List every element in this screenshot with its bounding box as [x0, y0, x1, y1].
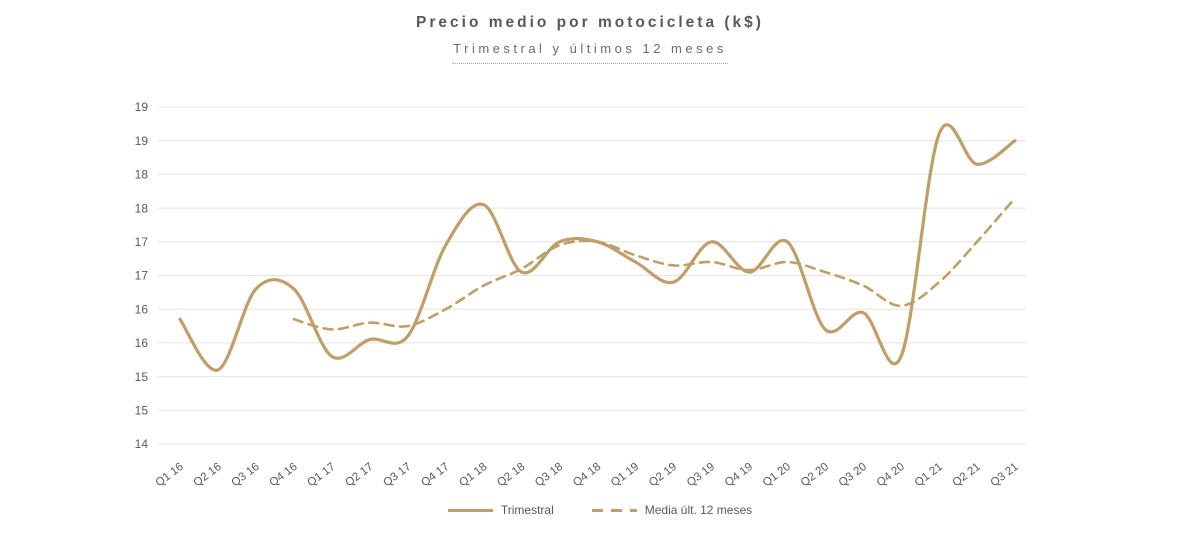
x-axis-tick-label: Q3 21 [989, 461, 1021, 489]
y-axis-tick-label: 17 [135, 235, 149, 249]
series-line-trimestral [178, 123, 1017, 372]
x-axis-tick-label: Q4 17 [419, 461, 451, 489]
x-axis-tick-label: Q3 17 [381, 461, 413, 489]
x-axis-tick-label: Q1 18 [457, 461, 489, 489]
legend-solid-line-swatch [447, 508, 493, 512]
x-axis-tick-label: Q1 19 [609, 461, 641, 489]
y-axis-tick-label: 19 [135, 100, 149, 114]
x-axis-tick-label: Q1 20 [761, 461, 793, 489]
chart-legend: Trimestral Media últ. 12 meses [0, 503, 1200, 517]
legend-dashed-line-swatch [591, 508, 637, 512]
x-axis-tick-label: Q3 20 [837, 461, 869, 489]
legend-item-media-lt-12-meses: Media últ. 12 meses [591, 503, 753, 517]
legend-label-trimestral: Trimestral [500, 503, 554, 517]
legend-label-media-lt-12-meses: Media últ. 12 meses [644, 503, 753, 517]
y-axis-tick-label: 15 [135, 370, 149, 384]
x-axis-tick-label: Q1 17 [305, 461, 337, 489]
x-axis-tick-label: Q3 18 [533, 461, 565, 489]
x-axis-tick-label: Q4 20 [875, 461, 907, 489]
x-axis-tick-label: Q2 18 [495, 461, 527, 489]
x-axis-tick-label: Q3 19 [685, 461, 717, 489]
y-axis-tick-label: 15 [135, 404, 149, 418]
y-axis-tick-label: 14 [135, 437, 149, 451]
x-axis-tick-label: Q2 19 [647, 461, 679, 489]
x-axis-tick-label: Q1 16 [154, 461, 186, 489]
y-axis-tick-label: 16 [135, 302, 149, 316]
x-axis-tick-label: Q3 16 [229, 461, 261, 489]
x-axis-tick-label: Q4 16 [267, 461, 299, 489]
x-axis-tick-label: Q2 21 [951, 461, 983, 489]
x-axis-tick-label: Q4 18 [571, 461, 603, 489]
x-axis-tick-label: Q2 17 [343, 461, 375, 489]
y-axis-tick-label: 18 [135, 201, 149, 215]
y-axis-tick-label: 19 [135, 134, 149, 148]
x-axis-tick-label: Q1 21 [913, 461, 945, 489]
y-axis-tick-label: 18 [135, 168, 149, 182]
x-axis-tick-label: Q4 19 [723, 461, 755, 489]
series-line-media-lt-12-meses [292, 196, 1017, 331]
y-axis-tick-label: 17 [135, 269, 149, 283]
x-axis-tick-label: Q2 16 [192, 461, 224, 489]
legend-item-trimestral: Trimestral [447, 503, 554, 517]
y-axis-tick-label: 16 [135, 336, 149, 350]
x-axis-tick-label: Q2 20 [799, 461, 831, 489]
